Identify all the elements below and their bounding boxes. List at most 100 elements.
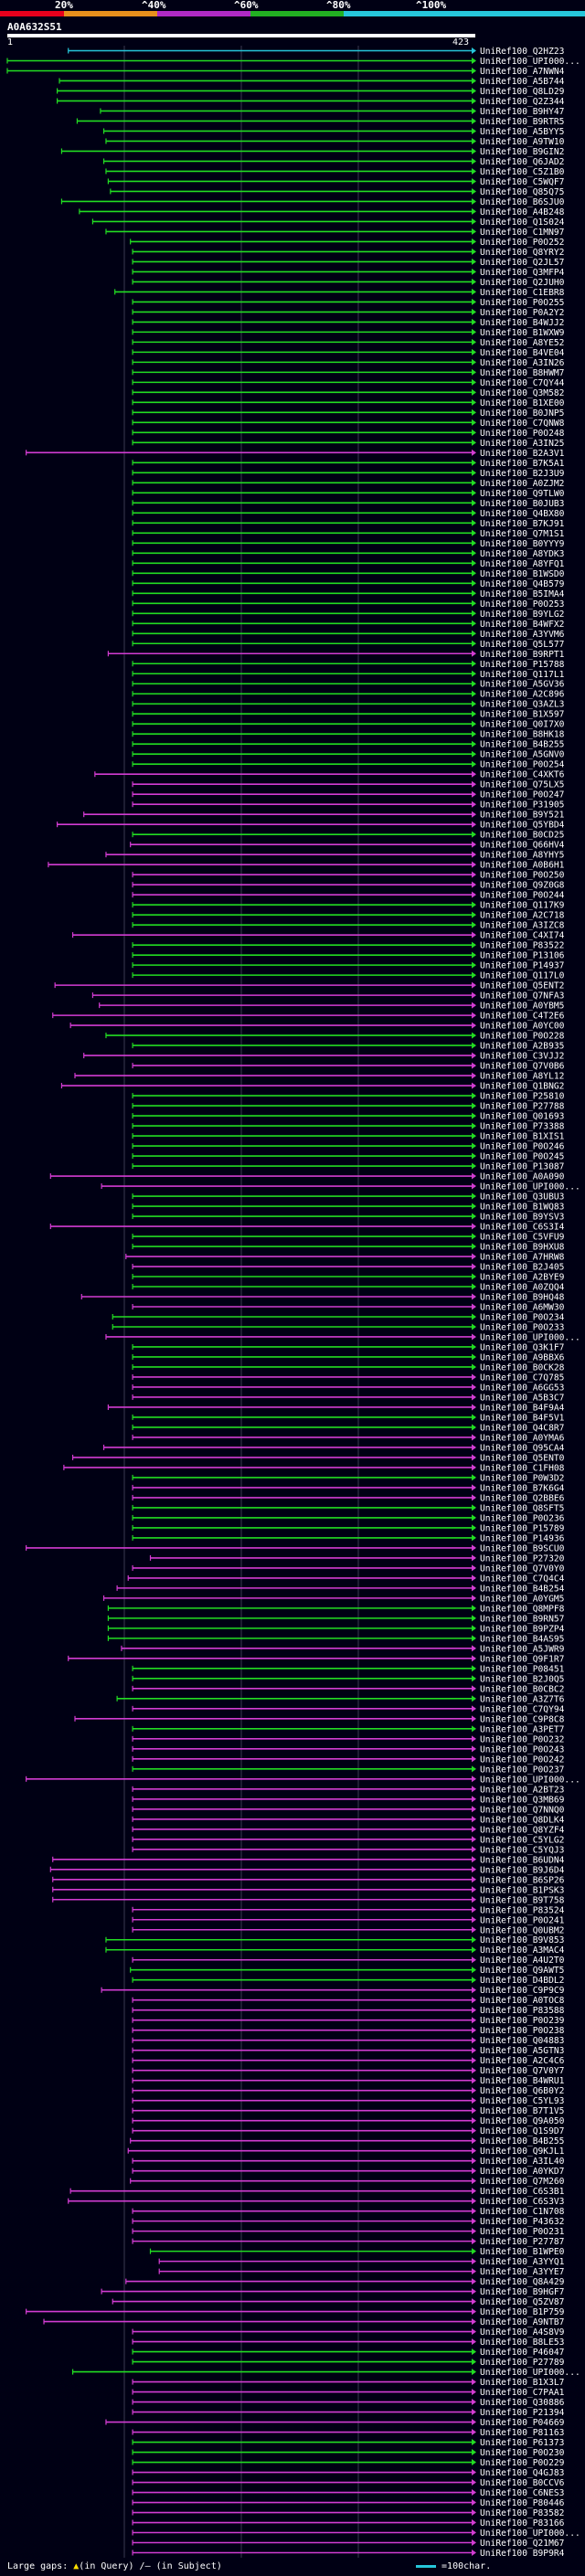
- hit-label[interactable]: UniRef100_C7QY94: [480, 1704, 565, 1714]
- hit-label[interactable]: UniRef100_B1XE00: [480, 398, 565, 408]
- hit-label[interactable]: UniRef100_A3YYQ1: [480, 2257, 565, 2267]
- hit-label[interactable]: UniRef100_UPI000...: [480, 1332, 580, 1342]
- hit-label[interactable]: UniRef100_P0O245: [480, 1152, 564, 1162]
- hit-label[interactable]: UniRef100_A3IL40: [480, 2157, 565, 2167]
- hit-label[interactable]: UniRef100_Q5YBD4: [480, 821, 565, 831]
- hit-label[interactable]: UniRef100_A6GG53: [480, 1383, 565, 1393]
- hit-label[interactable]: UniRef100_A0ZJM2: [480, 479, 564, 489]
- hit-label[interactable]: UniRef100_P43632: [480, 2217, 564, 2227]
- hit-label[interactable]: UniRef100_A3YYE7: [480, 2267, 565, 2277]
- hit-label[interactable]: UniRef100_P80446: [480, 2498, 565, 2508]
- hit-label[interactable]: UniRef100_B9PZP4: [480, 1624, 565, 1634]
- hit-label[interactable]: UniRef100_C5Z1B0: [480, 167, 565, 177]
- hit-label[interactable]: UniRef100_Q5L577: [480, 640, 565, 650]
- hit-label[interactable]: UniRef100_B2J405: [480, 1263, 564, 1273]
- hit-label[interactable]: UniRef100_B7K5A1: [480, 459, 565, 469]
- hit-label[interactable]: UniRef100_B0CCV6: [480, 2478, 565, 2488]
- hit-label[interactable]: UniRef100_B9HGF7: [480, 2287, 565, 2297]
- hit-label[interactable]: UniRef100_P83588: [480, 2006, 565, 2016]
- hit-label[interactable]: UniRef100_Q4BX80: [480, 509, 565, 519]
- hit-label[interactable]: UniRef100_Q3UBU3: [480, 1193, 565, 1203]
- hit-label[interactable]: UniRef100_A8YDK3: [480, 549, 565, 559]
- hit-label[interactable]: UniRef100_Q8SFT5: [480, 1503, 564, 1513]
- hit-label[interactable]: UniRef100_B1X3L7: [480, 2378, 565, 2388]
- hit-label[interactable]: UniRef100_P25810: [480, 1092, 565, 1102]
- hit-label[interactable]: UniRef100_Q2HZ23: [480, 47, 565, 57]
- hit-label[interactable]: UniRef100_A0B6H1: [480, 861, 565, 871]
- hit-label[interactable]: UniRef100_B1WSD0: [480, 569, 565, 579]
- hit-label[interactable]: UniRef100_A8YHY5: [480, 851, 564, 861]
- hit-label[interactable]: UniRef100_C7PAA1: [480, 2388, 565, 2398]
- hit-label[interactable]: UniRef100_B9YSV3: [480, 1213, 565, 1223]
- hit-label[interactable]: UniRef100_C6S3I4: [480, 1223, 565, 1233]
- hit-label[interactable]: UniRef100_A5B744: [480, 77, 565, 87]
- hit-label[interactable]: UniRef100_C4XI74: [480, 931, 565, 941]
- hit-label[interactable]: UniRef100_P15788: [480, 660, 565, 670]
- hit-label[interactable]: UniRef100_Q1BNG2: [480, 1082, 564, 1092]
- hit-label[interactable]: UniRef100_Q3MB69: [480, 1795, 565, 1805]
- hit-label[interactable]: UniRef100_Q2JUH0: [480, 278, 565, 288]
- hit-label[interactable]: UniRef100_P0O250: [480, 871, 565, 881]
- hit-label[interactable]: UniRef100_B9RTR5: [480, 117, 564, 127]
- hit-label[interactable]: UniRef100_UPI000...: [480, 1775, 580, 1785]
- hit-label[interactable]: UniRef100_Q0I7X0: [480, 720, 565, 730]
- hit-label[interactable]: UniRef100_A0YMA6: [480, 1433, 565, 1443]
- hit-label[interactable]: UniRef100_C4XKT6: [480, 770, 565, 780]
- hit-label[interactable]: UniRef100_A0ZQQ4: [480, 1283, 565, 1293]
- hit-label[interactable]: UniRef100_Q30886: [480, 2398, 565, 2408]
- hit-label[interactable]: UniRef100_A9BBX6: [480, 1352, 565, 1362]
- hit-label[interactable]: UniRef100_A7HRW8: [480, 1253, 565, 1263]
- hit-label[interactable]: UniRef100_Q9TLW0: [480, 489, 565, 499]
- hit-label[interactable]: UniRef100_A3Z7T6: [480, 1694, 565, 1704]
- hit-label[interactable]: UniRef100_Q9Z0G8: [480, 881, 565, 891]
- hit-label[interactable]: UniRef100_B9HY47: [480, 107, 565, 117]
- hit-label[interactable]: UniRef100_P0O230: [480, 2448, 565, 2458]
- hit-label[interactable]: UniRef100_Q2BBE6: [480, 1493, 565, 1503]
- hit-label[interactable]: UniRef100_P0O241: [480, 1915, 565, 1925]
- hit-label[interactable]: UniRef100_Q8MPF8: [480, 1604, 565, 1614]
- hit-label[interactable]: UniRef100_A2BT23: [480, 1785, 565, 1795]
- hit-label[interactable]: UniRef100_P04669: [480, 2418, 565, 2428]
- hit-label[interactable]: UniRef100_C5YQJ3: [480, 1845, 565, 1855]
- hit-label[interactable]: UniRef100_A5JWR9: [480, 1644, 565, 1654]
- hit-label[interactable]: UniRef100_B0JNP5: [480, 408, 564, 419]
- hit-label[interactable]: UniRef100_A6MW30: [480, 1302, 565, 1312]
- hit-label[interactable]: UniRef100_B7K6G4: [480, 1483, 565, 1493]
- hit-label[interactable]: UniRef100_Q9KJL1: [480, 2147, 565, 2157]
- hit-label[interactable]: UniRef100_B2J3U9: [480, 469, 565, 479]
- hit-label[interactable]: UniRef100_P0O232: [480, 1734, 564, 1744]
- hit-label[interactable]: UniRef100_P21394: [480, 2408, 565, 2418]
- hit-label[interactable]: UniRef100_P15789: [480, 1523, 565, 1533]
- hit-label[interactable]: UniRef100_P27787: [480, 2237, 565, 2247]
- hit-label[interactable]: UniRef100_B9HQ48: [480, 1293, 565, 1303]
- hit-label[interactable]: UniRef100_P81163: [480, 2428, 565, 2438]
- hit-label[interactable]: UniRef100_B5IMA4: [480, 589, 565, 599]
- hit-label[interactable]: UniRef100_B9P9R4: [480, 2549, 565, 2558]
- hit-label[interactable]: UniRef100_C1N708: [480, 2207, 565, 2217]
- hit-label[interactable]: UniRef100_Q7V0Y0: [480, 1564, 565, 1574]
- hit-label[interactable]: UniRef100_B4WRU1: [480, 2076, 565, 2086]
- hit-label[interactable]: UniRef100_P08451: [480, 1664, 565, 1674]
- hit-label[interactable]: UniRef100_C6S3B1: [480, 2187, 565, 2197]
- hit-label[interactable]: UniRef100_Q9A050: [480, 2116, 565, 2126]
- hit-label[interactable]: UniRef100_A8YFQ1: [480, 559, 565, 569]
- hit-label[interactable]: UniRef100_B9RN57: [480, 1614, 565, 1624]
- hit-label[interactable]: UniRef100_P0O236: [480, 1513, 565, 1523]
- hit-label[interactable]: UniRef100_A5GNV0: [480, 750, 565, 760]
- hit-label[interactable]: UniRef100_P0O239: [480, 2016, 565, 2026]
- hit-label[interactable]: UniRef100_A2C4C6: [480, 2056, 565, 2066]
- hit-label[interactable]: UniRef100_Q5ENT2: [480, 981, 564, 991]
- hit-label[interactable]: UniRef100_A0YC00: [480, 1022, 565, 1032]
- hit-label[interactable]: UniRef100_Q7M260: [480, 2177, 565, 2187]
- hit-label[interactable]: UniRef100_Q9F1R7: [480, 1654, 565, 1664]
- hit-label[interactable]: UniRef100_B0CBC2: [480, 1684, 564, 1694]
- hit-label[interactable]: UniRef100_C7QNW8: [480, 419, 565, 429]
- hit-label[interactable]: UniRef100_Q5ENT0: [480, 1453, 565, 1463]
- hit-label[interactable]: UniRef100_B6SJU0: [480, 197, 565, 207]
- hit-label[interactable]: UniRef100_A0YKD7: [480, 2167, 565, 2177]
- hit-label[interactable]: UniRef100_Q117L0: [480, 971, 565, 981]
- hit-label[interactable]: UniRef100_A5GV36: [480, 680, 565, 690]
- hit-label[interactable]: UniRef100_B1P759: [480, 2307, 565, 2317]
- hit-label[interactable]: UniRef100_B6SP26: [480, 1875, 565, 1885]
- hit-label[interactable]: UniRef100_Q5ZV87: [480, 2297, 565, 2307]
